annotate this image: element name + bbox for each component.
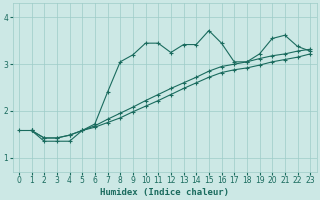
X-axis label: Humidex (Indice chaleur): Humidex (Indice chaleur) [100,188,229,197]
